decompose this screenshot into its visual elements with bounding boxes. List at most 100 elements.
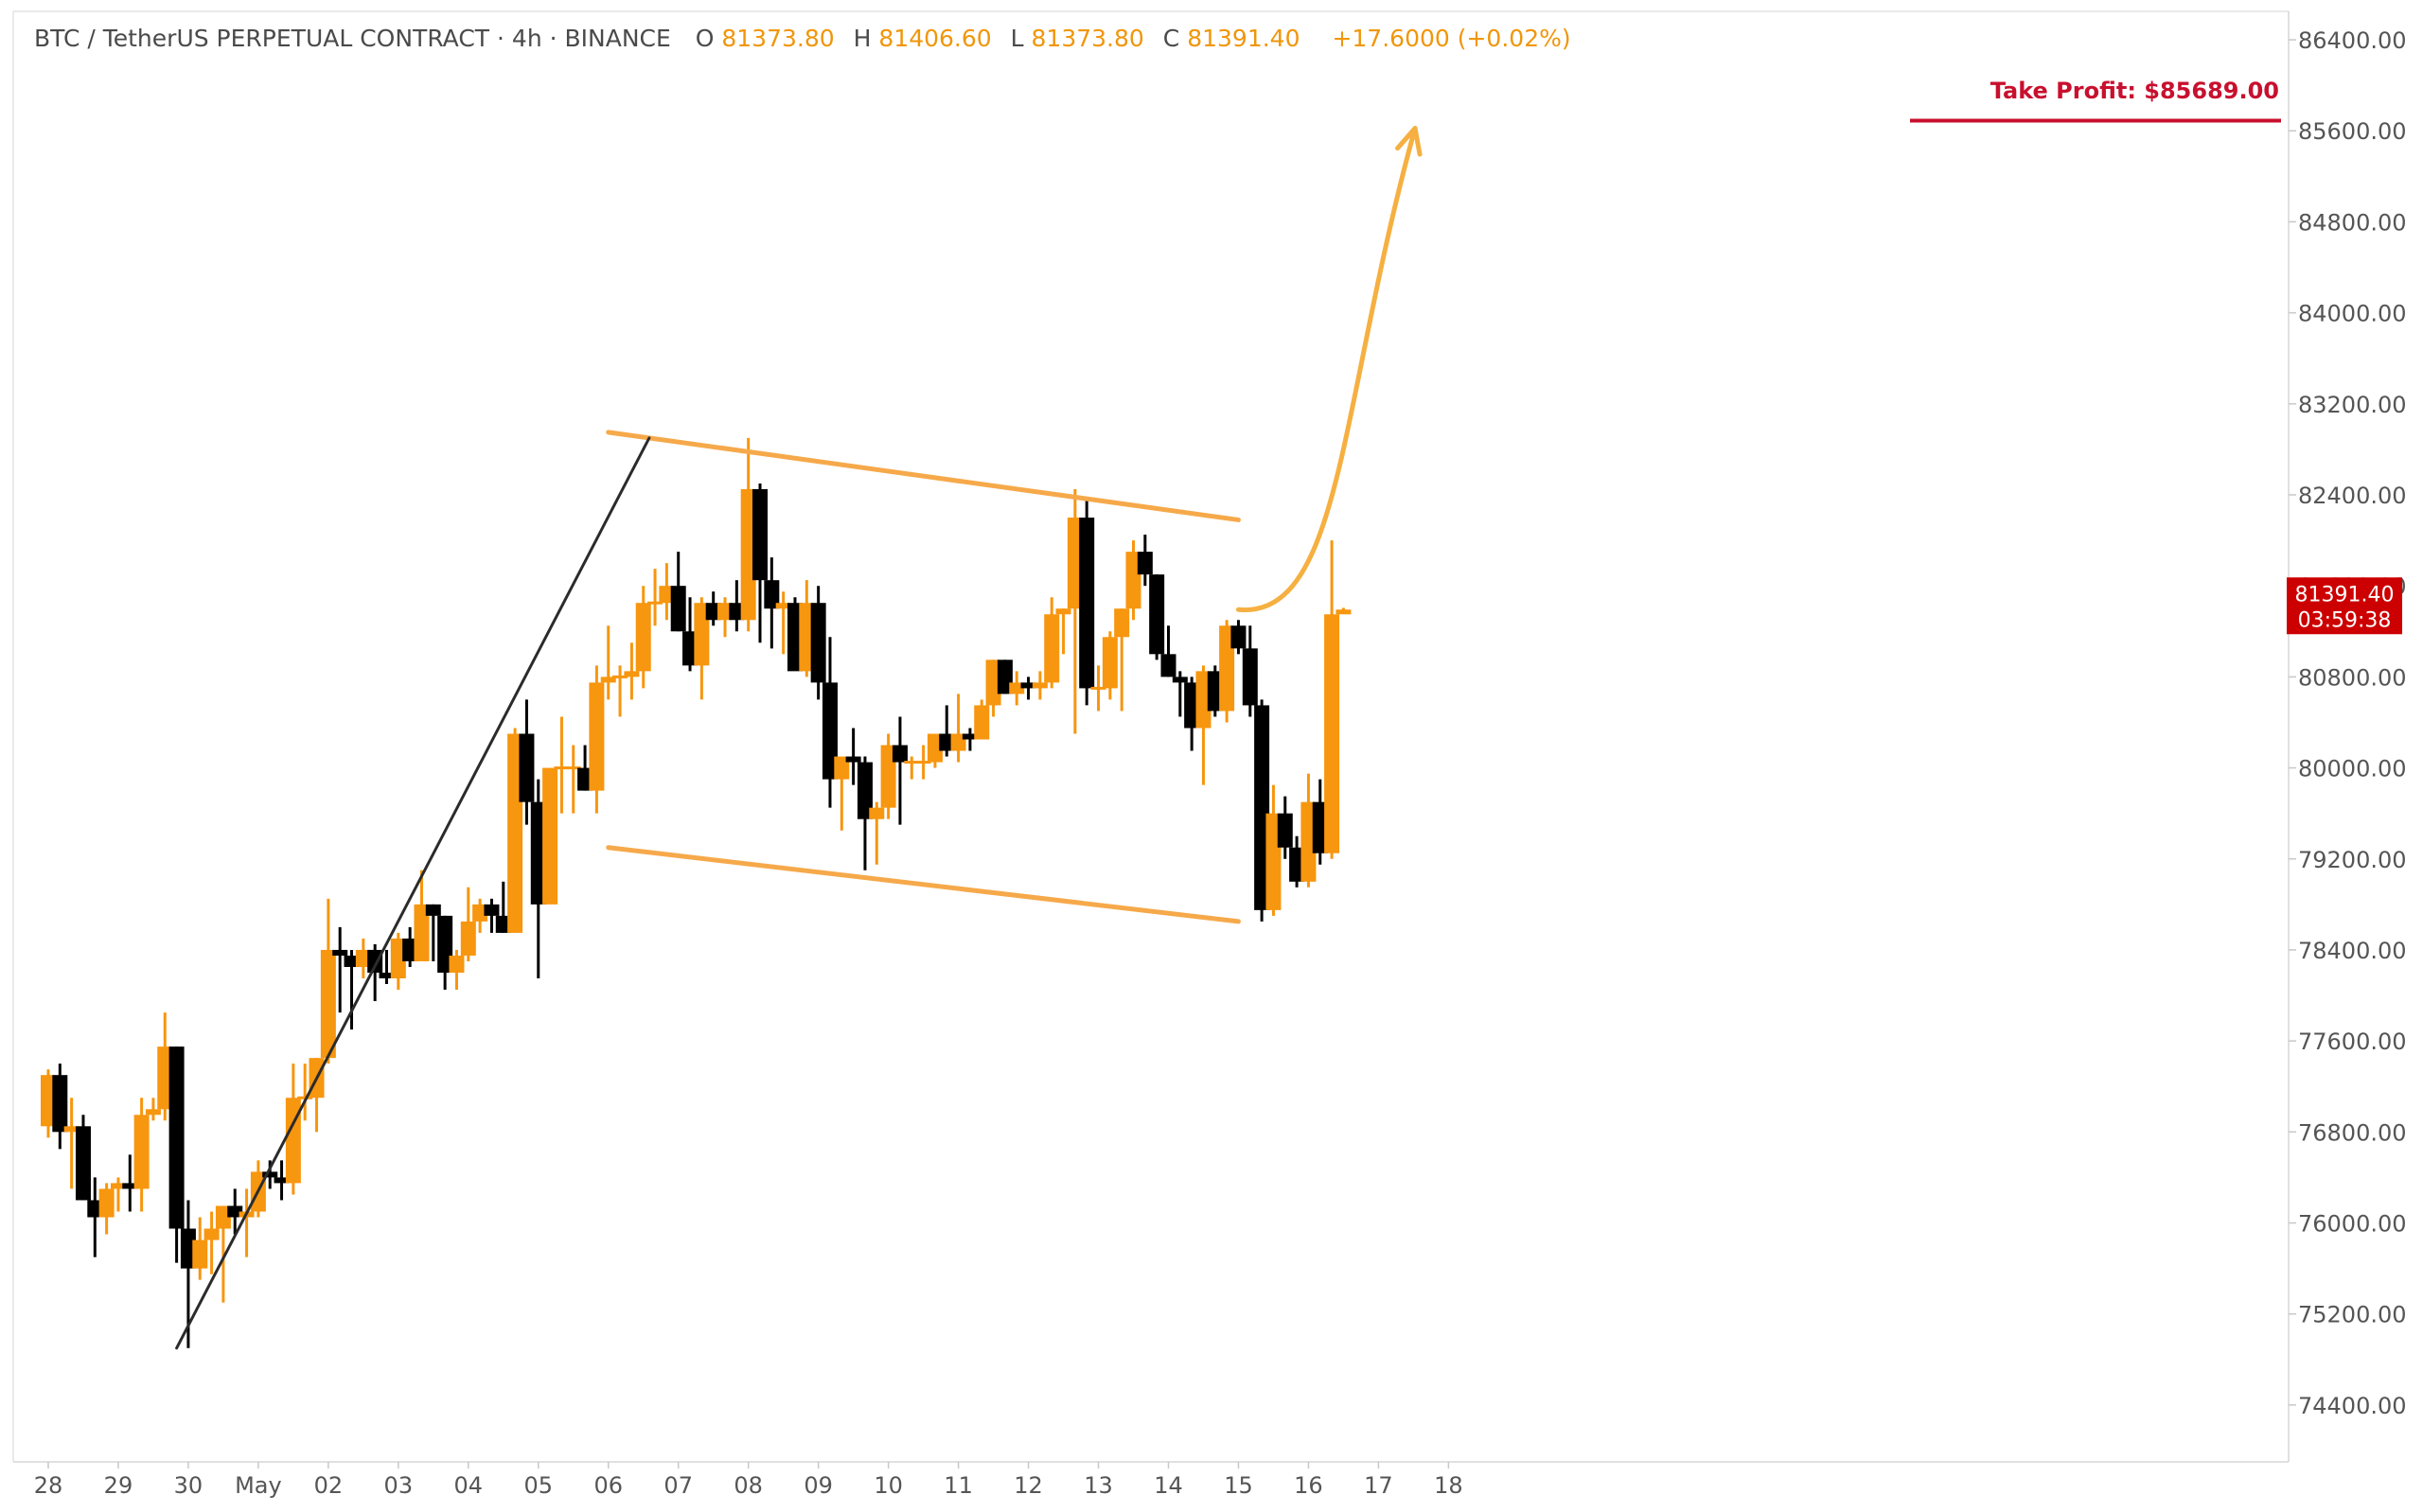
candle[interactable] [192,1217,208,1280]
candle[interactable] [1184,677,1200,751]
candle[interactable] [1009,671,1025,706]
candle[interactable] [203,1211,220,1275]
candle[interactable] [168,1046,185,1263]
candle[interactable] [530,779,546,978]
candle[interactable] [1324,540,1340,859]
candle[interactable] [1312,779,1328,865]
candle[interactable] [880,733,896,819]
time-axis[interactable]: 28 29 30 May 02 03 04 05 06 07 08 09 10 11 12 13 14 15 16 1… [34,1462,1463,1499]
candle[interactable] [227,1188,243,1235]
candle[interactable] [332,926,348,1013]
candle[interactable] [425,904,441,961]
candle[interactable] [1102,631,1118,700]
candle[interactable] [1032,671,1048,700]
candle[interactable] [157,1012,173,1121]
candle[interactable] [472,898,488,933]
candle[interactable] [1335,607,1352,615]
price-axis[interactable]: 86400.00 85600.00 84800.00 84000.00 83200.00… [2289,27,2407,1419]
candle[interactable] [1020,677,1036,700]
candle[interactable] [320,898,336,1064]
candle[interactable] [659,563,675,621]
candle[interactable] [589,665,605,814]
candle[interactable] [927,733,943,768]
candle[interactable] [507,728,523,933]
candle[interactable] [985,659,1001,717]
candle[interactable] [1137,535,1153,587]
candle[interactable] [1300,773,1317,888]
candle[interactable] [892,716,908,825]
candle[interactable] [145,1098,161,1121]
candle[interactable] [390,932,406,991]
candle[interactable] [1044,597,1060,689]
candle[interactable] [367,943,383,1002]
candle[interactable] [845,728,861,785]
candle[interactable] [1219,620,1235,723]
candle[interactable] [670,552,686,632]
candle[interactable] [1242,625,1258,717]
candle[interactable] [379,949,395,985]
channel-upper-line[interactable] [606,430,1241,522]
candle[interactable] [647,569,663,626]
candle[interactable] [834,756,850,831]
candle[interactable] [822,637,838,808]
candle[interactable] [414,870,430,961]
candle[interactable] [215,1205,231,1303]
candle[interactable] [355,938,371,978]
candle[interactable] [939,705,955,757]
candle[interactable] [764,557,780,649]
candle[interactable] [974,699,990,740]
candle[interactable] [133,1098,150,1212]
candle[interactable] [495,881,511,933]
candle[interactable] [1090,665,1106,712]
candle[interactable] [600,625,616,700]
candle[interactable] [1230,620,1247,655]
candle[interactable] [962,728,978,751]
candle[interactable] [1160,625,1176,677]
candle[interactable] [904,756,920,780]
candle[interactable] [98,1183,115,1235]
candle[interactable] [63,1098,80,1189]
candle[interactable] [694,597,710,700]
projection-curve[interactable] [1235,126,1418,612]
candle[interactable] [635,586,651,689]
candle[interactable] [1289,835,1305,888]
candle[interactable] [565,745,581,814]
candle[interactable] [110,1177,126,1212]
candle[interactable] [717,597,734,638]
candle[interactable] [729,580,745,632]
candle[interactable] [1277,796,1293,859]
candle[interactable] [344,949,360,1030]
candle[interactable] [402,926,418,967]
candle[interactable] [1172,671,1188,717]
candle[interactable] [484,898,500,933]
candle[interactable] [519,699,535,825]
candle[interactable] [612,665,628,717]
candle[interactable] [799,580,815,677]
candle[interactable] [1125,540,1141,621]
candle[interactable] [542,767,558,905]
candle[interactable] [1149,574,1165,660]
candle[interactable] [52,1064,68,1150]
candle[interactable] [869,801,885,865]
candle[interactable] [40,1069,56,1138]
uptrend-line[interactable] [175,436,651,1350]
candle[interactable] [1055,608,1071,655]
candle[interactable] [705,591,721,626]
candle[interactable] [449,949,465,991]
candle[interactable] [1114,608,1130,712]
candle[interactable] [554,716,570,814]
candle[interactable] [75,1115,91,1201]
candle[interactable] [740,437,756,632]
candle[interactable] [624,642,640,700]
candle[interactable] [857,756,873,870]
candle[interactable] [752,483,769,643]
candle[interactable] [262,1160,278,1189]
candle[interactable] [950,694,966,763]
candle[interactable] [775,591,791,655]
candle[interactable] [1195,665,1212,785]
candle[interactable] [274,1160,290,1201]
candle[interactable] [1067,488,1083,734]
candle[interactable] [437,915,453,991]
candle[interactable] [87,1177,103,1257]
